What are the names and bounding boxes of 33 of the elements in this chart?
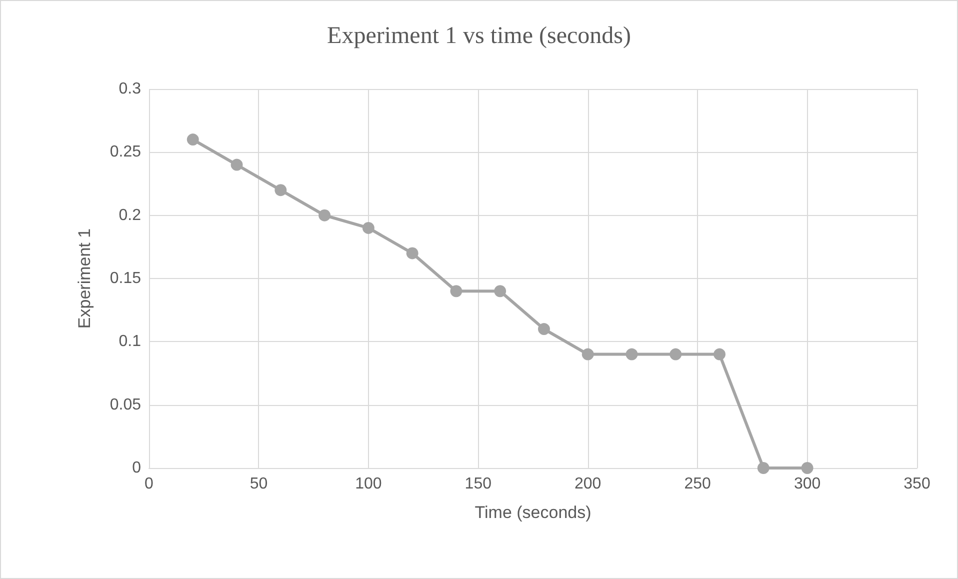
- point: [450, 285, 462, 298]
- y-tick-label: 0.3: [118, 80, 142, 98]
- point: [494, 285, 506, 298]
- chart-title: Experiment 1 vs time (seconds): [327, 23, 631, 49]
- x-tick-label: 200: [574, 476, 602, 492]
- point: [670, 348, 682, 360]
- x-tick-label: 0: [144, 476, 154, 492]
- point: [186, 134, 199, 146]
- y-tick-label: 0.1: [118, 333, 142, 350]
- x-axis-title: Time (seconds): [474, 503, 592, 522]
- y-tick-label: 0.15: [110, 270, 142, 287]
- point: [582, 348, 594, 360]
- y-tick-label: 0.05: [110, 396, 142, 414]
- y-axis-title: Experiment 1: [75, 228, 94, 329]
- y-tick-label: 0: [132, 460, 142, 476]
- y-tick-label: 0.25: [110, 144, 142, 161]
- point: [714, 348, 726, 360]
- point: [757, 462, 770, 474]
- x-tick-label: 250: [684, 476, 712, 492]
- point: [538, 323, 550, 336]
- point: [801, 462, 814, 474]
- x-tick-label: 350: [904, 476, 930, 492]
- x-tick-label: 100: [355, 476, 382, 492]
- point: [274, 184, 287, 196]
- y-tick-label: 0.2: [118, 206, 142, 224]
- x-tick-label: 150: [464, 476, 492, 492]
- point: [626, 348, 638, 360]
- point: [318, 209, 331, 222]
- x-tick-label: 300: [794, 476, 821, 492]
- point: [406, 247, 418, 260]
- x-tick-label: 50: [250, 476, 268, 492]
- point: [230, 158, 243, 171]
- point: [362, 222, 374, 234]
